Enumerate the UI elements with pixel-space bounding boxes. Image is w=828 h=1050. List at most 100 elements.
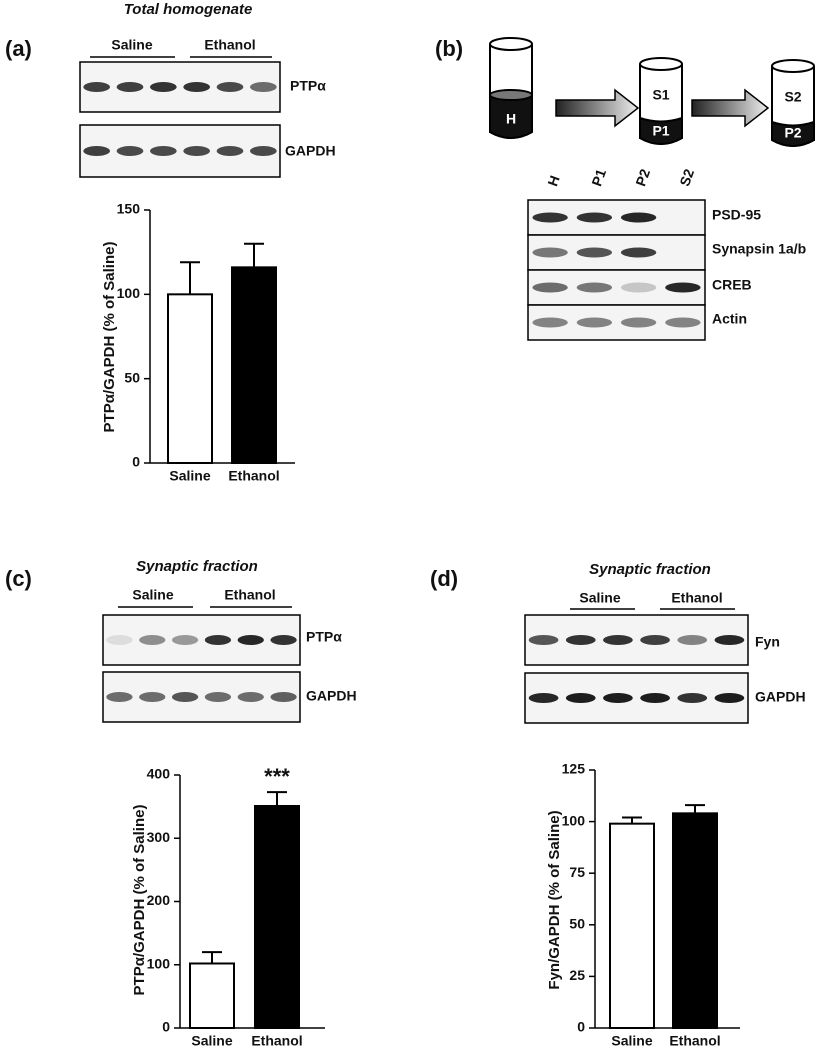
band [150,82,177,92]
panel-label: (c) [5,566,32,591]
band [270,692,297,702]
band [106,635,133,645]
band [116,146,144,156]
band [204,635,232,645]
band [576,282,613,293]
band [714,635,745,645]
panel-label: (b) [435,36,463,61]
bar [254,804,300,1029]
x-tick-label: Saline [611,1033,652,1049]
blot-label: Actin [712,311,747,327]
band [665,282,701,293]
y-axis-label: Fyn/GAPDH (% of Saline) [546,810,563,989]
band [576,212,613,223]
y-tick-label: 400 [147,766,171,782]
band [528,635,559,645]
band [532,247,568,258]
x-tick-label: Saline [169,468,210,484]
y-tick-label: 0 [577,1019,585,1035]
blot [79,124,281,178]
band [576,317,613,328]
arrow [555,88,640,128]
blot [102,614,301,666]
blot-label: PTPα [306,629,342,645]
x-tick-label: Ethanol [251,1033,302,1049]
band [532,212,568,223]
band [183,146,211,156]
band [270,635,297,645]
lane-label: H [544,173,562,188]
band [565,635,596,645]
band [677,693,708,703]
band [237,635,264,645]
panel-label: (d) [430,566,458,591]
y-tick-label: 75 [569,864,585,880]
band [576,247,613,258]
blot [102,671,301,723]
tube-label: S2 [784,89,801,105]
band [171,635,199,645]
band [250,146,277,156]
arrow [691,88,770,128]
band [183,82,211,92]
band [204,692,232,702]
lane-label: P1 [588,167,609,189]
panel-title: Total homogenate [124,1,253,18]
x-tick-label: Ethanol [669,1033,720,1049]
band [83,82,110,92]
band [620,247,657,258]
band [603,693,633,703]
blot-label: GAPDH [285,143,336,159]
bar [167,293,213,465]
lane-label: P2 [632,167,653,189]
band [150,146,177,156]
y-tick-label: 200 [147,892,171,908]
group-label: Saline [132,587,173,603]
band [237,692,264,702]
blot-label: CREB [712,277,752,293]
band [116,82,144,92]
band [714,693,745,703]
y-tick-label: 150 [117,201,141,217]
band [532,282,568,293]
x-tick-label: Saline [191,1033,232,1049]
lane-label: S2 [676,167,697,189]
band [603,635,633,645]
band [677,635,708,645]
group-label: Ethanol [204,37,255,53]
band [83,146,110,156]
blot-label: PTPα [290,78,326,94]
y-tick-label: 125 [562,761,586,777]
group-label: Ethanol [671,590,722,606]
y-tick-label: 0 [162,1019,170,1035]
tube [771,59,815,147]
y-tick-label: 300 [147,829,171,845]
panel-title: Synaptic fraction [589,561,711,578]
tube [489,37,533,139]
group-label: Ethanol [224,587,275,603]
y-axis-label: PTPα/GAPDH (% of Saline) [101,242,118,433]
band [620,212,657,223]
blot-label: GAPDH [306,688,357,704]
bar [672,812,718,1029]
group-label: Saline [579,590,620,606]
x-tick-label: Ethanol [228,468,279,484]
bar [609,822,655,1029]
y-tick-label: 0 [132,454,140,470]
tube-label: P2 [784,125,801,141]
tube-label: P1 [652,123,669,139]
blot-label: Fyn [755,634,780,650]
band [565,693,596,703]
blot [79,61,281,113]
band [528,693,559,703]
bar [189,962,235,1029]
y-tick-label: 100 [562,812,586,828]
band [139,635,166,645]
band [640,635,670,645]
blot-label: Synapsin 1a/b [712,241,806,257]
tube-label: H [506,111,516,127]
band [250,82,277,92]
tube-label: S1 [652,87,669,103]
y-tick-label: 100 [117,285,141,301]
